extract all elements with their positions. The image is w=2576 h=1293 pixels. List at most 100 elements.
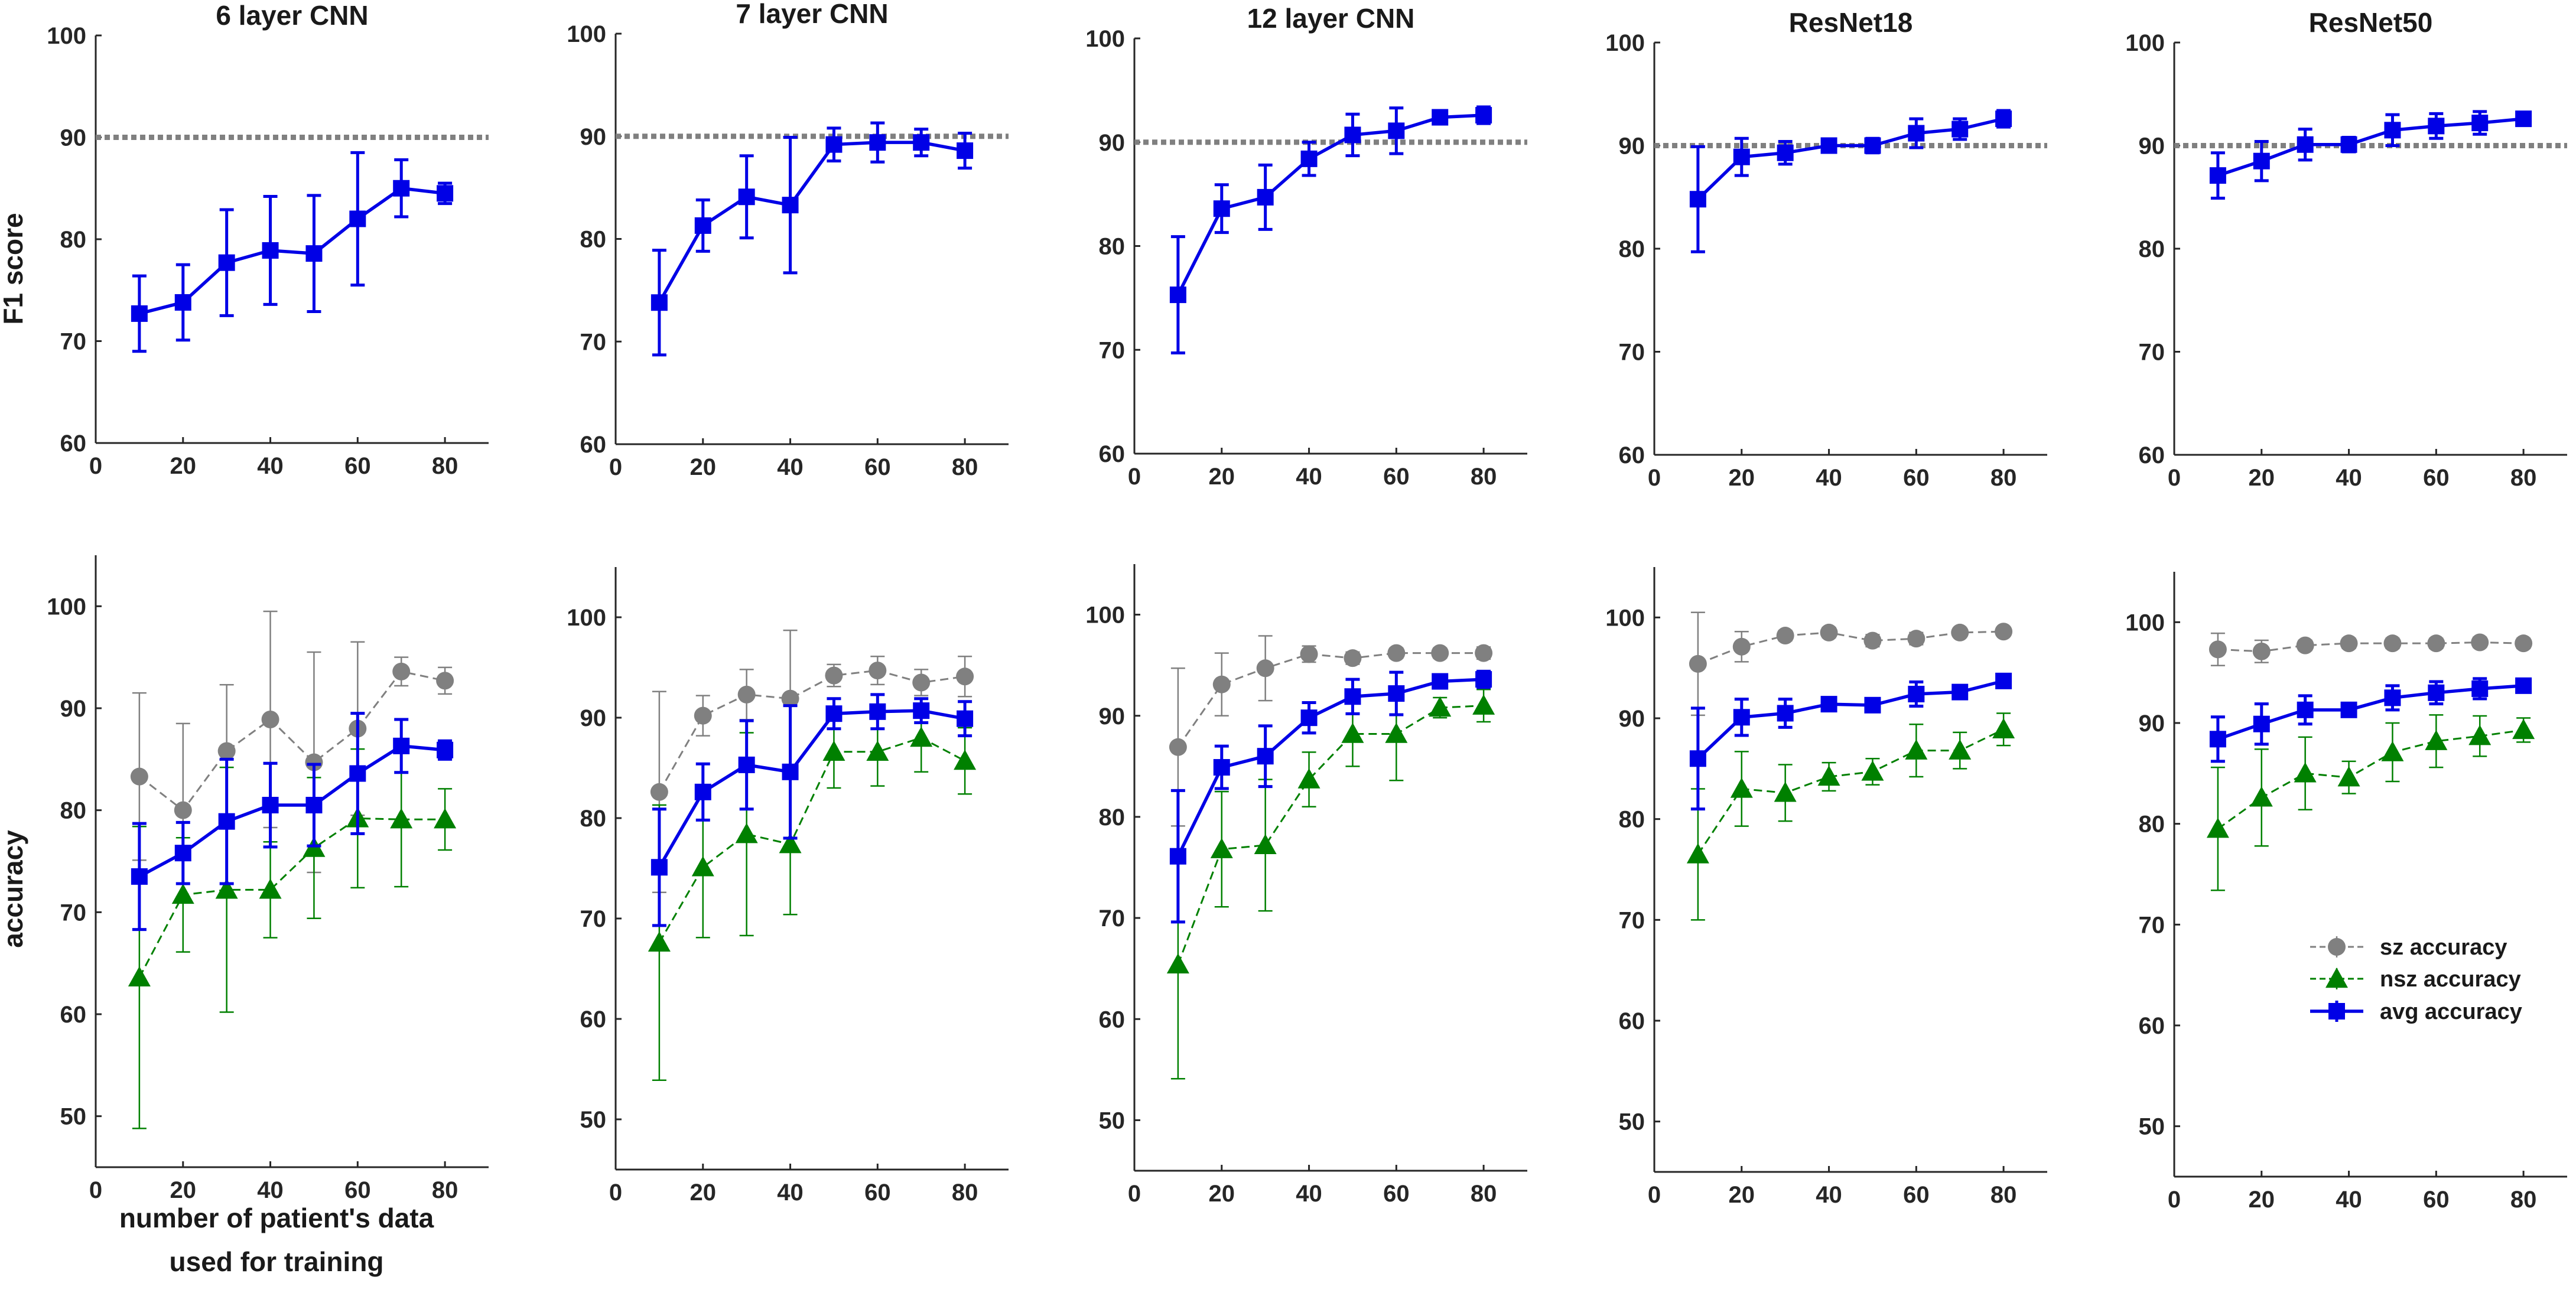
nsz-point <box>1774 781 1797 802</box>
y-tick-label: 80 <box>580 227 607 253</box>
legend-nsz-label: nsz accuracy <box>2380 967 2521 992</box>
avg-point <box>131 868 148 885</box>
sz-line <box>138 670 445 812</box>
sz-point <box>1256 659 1274 678</box>
nsz-point <box>2250 786 2273 807</box>
sz-point <box>1431 644 1449 662</box>
x-tick-label: 40 <box>777 1180 804 1206</box>
panel-f1-3: 60 70 80 90 100 0 20 40 60 80 12 layer CNN <box>1085 3 1527 490</box>
panel-title: 7 layer CNN <box>736 0 888 29</box>
x-tick-label: 20 <box>1729 465 1755 491</box>
x-tick-label: 80 <box>1471 1181 1497 1207</box>
x-tick-label: 0 <box>89 453 102 479</box>
y-tick-label: 70 <box>2139 340 2165 366</box>
nsz-line <box>2217 729 2524 830</box>
nsz-line <box>658 737 965 943</box>
x-tick-label: 80 <box>1990 465 2017 491</box>
nsz-point <box>1429 696 1452 717</box>
x-tick-label: 0 <box>1648 1182 1661 1208</box>
y-tick-label: 90 <box>580 124 607 150</box>
avg-point <box>913 134 930 151</box>
panel-acc-2: 50 60 70 80 90 100 0 20 40 60 80 <box>567 567 1009 1206</box>
avg-point <box>650 859 668 876</box>
nsz-point <box>434 808 457 829</box>
avg-point <box>782 763 799 780</box>
series-sz <box>2209 632 2533 666</box>
avg-point <box>1995 672 2012 689</box>
avg-point <box>2253 152 2270 170</box>
sz-point <box>2427 634 2445 653</box>
avg-point <box>1908 125 1925 142</box>
y-tick-label: 50 <box>60 1104 87 1130</box>
avg-point <box>1213 759 1230 776</box>
nsz-point <box>1992 718 2015 738</box>
y-tick-label: 50 <box>1619 1109 1645 1135</box>
sz-point <box>1475 644 1493 662</box>
y-tick-label: 90 <box>1099 704 1126 729</box>
avg-point <box>869 134 886 151</box>
avg-point <box>2297 136 2314 153</box>
avg-point <box>2471 115 2489 132</box>
y-tick-label: 50 <box>2139 1114 2165 1140</box>
avg-point <box>1169 848 1186 865</box>
avg-point <box>1388 685 1405 702</box>
avg-point <box>393 180 410 197</box>
y-tick-label: 100 <box>1085 602 1125 628</box>
x-tick-label: 60 <box>1903 465 1930 491</box>
avg-point <box>2340 136 2357 153</box>
avg-point <box>694 783 711 800</box>
y-tick-label: 60 <box>1619 1008 1645 1034</box>
y-tick-label: 90 <box>2139 711 2165 737</box>
avg-point <box>131 305 148 322</box>
nsz-point <box>390 808 413 829</box>
legend-nsz-marker <box>2325 968 2348 988</box>
x-tick-label: 60 <box>1383 1181 1410 1207</box>
avg-point <box>1864 696 1881 714</box>
avg-point <box>2428 684 2445 701</box>
x-tick-label: 60 <box>2423 465 2450 491</box>
y-tick-label: 80 <box>2139 812 2165 838</box>
sz-point <box>1907 630 1926 648</box>
series-avg <box>1689 109 2012 253</box>
y-tick-label: 100 <box>1605 30 1645 56</box>
series-nsz <box>2206 714 2535 891</box>
y-tick-label: 60 <box>1099 441 1126 467</box>
chart-panels: 60 70 80 90 100 0 20 40 60 80 6 layer CNN 60 70 80 90 1… <box>47 0 2567 1213</box>
avg-point <box>1344 688 1361 705</box>
series-sz <box>650 629 974 894</box>
y-tick-label: 70 <box>1619 340 1645 366</box>
y-tick-label: 80 <box>1619 807 1645 833</box>
nsz-point <box>1385 722 1408 743</box>
y-tick-label: 100 <box>567 605 606 631</box>
y-tick-label: 80 <box>2139 236 2165 262</box>
nsz-point <box>2381 741 2404 761</box>
y-tick-label: 70 <box>60 900 87 926</box>
sz-point <box>174 801 192 819</box>
avg-point <box>2253 715 2270 732</box>
y-tick-label: 80 <box>60 227 87 253</box>
avg-point <box>1169 286 1186 304</box>
x-tick-label: 40 <box>257 453 284 479</box>
sz-point <box>956 667 974 686</box>
y-tick-label: 70 <box>60 329 87 355</box>
panel-acc-1: 50 60 70 80 90 100 0 20 40 60 80 <box>47 555 489 1203</box>
nsz-point <box>910 727 933 747</box>
series-sz <box>1169 635 1493 827</box>
sz-point <box>1300 645 1318 663</box>
sz-point <box>436 672 454 690</box>
legend-avg-marker <box>2328 1003 2345 1020</box>
x-tick-label: 40 <box>2336 465 2362 491</box>
f1-score-axis-label: F1 score <box>0 213 28 324</box>
sz-point <box>825 666 843 685</box>
avg-point <box>2340 701 2357 718</box>
avg-point <box>349 765 366 782</box>
x-tick-label: 0 <box>1128 464 1141 490</box>
avg-point <box>1475 671 1492 688</box>
avg-point <box>782 197 799 214</box>
x-tick-label: 0 <box>609 454 622 480</box>
nsz-point <box>822 740 845 761</box>
series-avg <box>650 693 974 927</box>
legend-avg-label: avg accuracy <box>2380 999 2522 1024</box>
sz-line <box>1177 652 1484 748</box>
